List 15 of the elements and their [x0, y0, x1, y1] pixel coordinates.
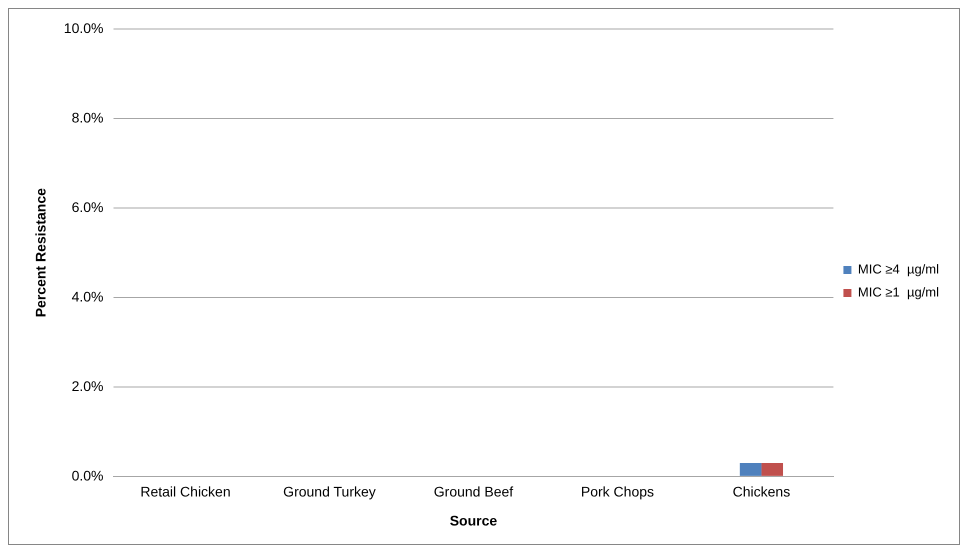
y-tick-label: 6.0%: [72, 198, 104, 215]
y-tick-label: 0.0%: [72, 467, 104, 484]
legend-label: MIC ≥4 µg/ml: [858, 262, 940, 277]
y-tick-label: 8.0%: [72, 109, 104, 126]
y-tick-label: 4.0%: [72, 288, 104, 304]
y-tick-label: 10.0%: [64, 20, 104, 36]
y-axis-title: Percent Resistance: [32, 188, 48, 318]
x-tick-label: Pork Chops: [580, 484, 654, 500]
x-tick-label: Retail Chicken: [140, 484, 231, 500]
x-tick-label: Ground Turkey: [283, 484, 376, 500]
x-axis-title: Source: [450, 512, 498, 528]
y-tick-label: 2.0%: [72, 378, 104, 394]
legend-label: MIC ≥1 µg/ml: [858, 284, 940, 300]
x-tick-label: Chickens: [732, 484, 790, 500]
x-tick-label: Ground Beef: [434, 484, 514, 500]
